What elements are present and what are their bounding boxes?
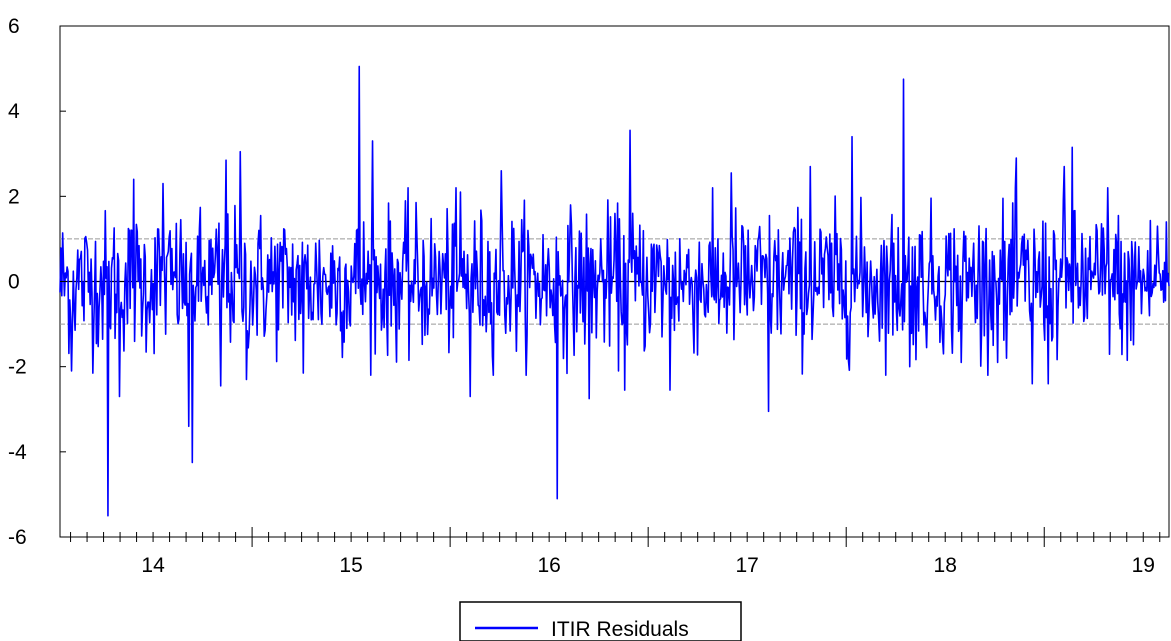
series-line-itir-residuals [59,65,1170,517]
y-tick-label: -2 [8,356,27,379]
x-tick-label: 19 [1132,554,1155,577]
y-tick-label: 0 [8,271,20,294]
legend: ITIR Residuals [459,601,742,641]
series-group [59,65,1170,517]
legend-box [459,601,742,641]
y-tick-label: 2 [8,185,20,208]
x-tick-label: 18 [934,554,957,577]
y-tick-label: -4 [8,441,27,464]
x-axis: 14 15 16 17 18 19 [70,527,1161,577]
x-tick-label: 15 [339,554,362,577]
legend-label: ITIR Residuals [551,618,689,641]
x-tick-label: 16 [537,554,560,577]
y-axis: 6 4 2 0 -2 -4 -6 [8,15,66,549]
y-tick-label: 6 [8,15,20,38]
y-tick-label: -6 [8,526,27,549]
x-tick-label: 17 [736,554,759,577]
x-tick-label: 14 [141,554,165,577]
y-tick-label: 4 [8,100,20,123]
